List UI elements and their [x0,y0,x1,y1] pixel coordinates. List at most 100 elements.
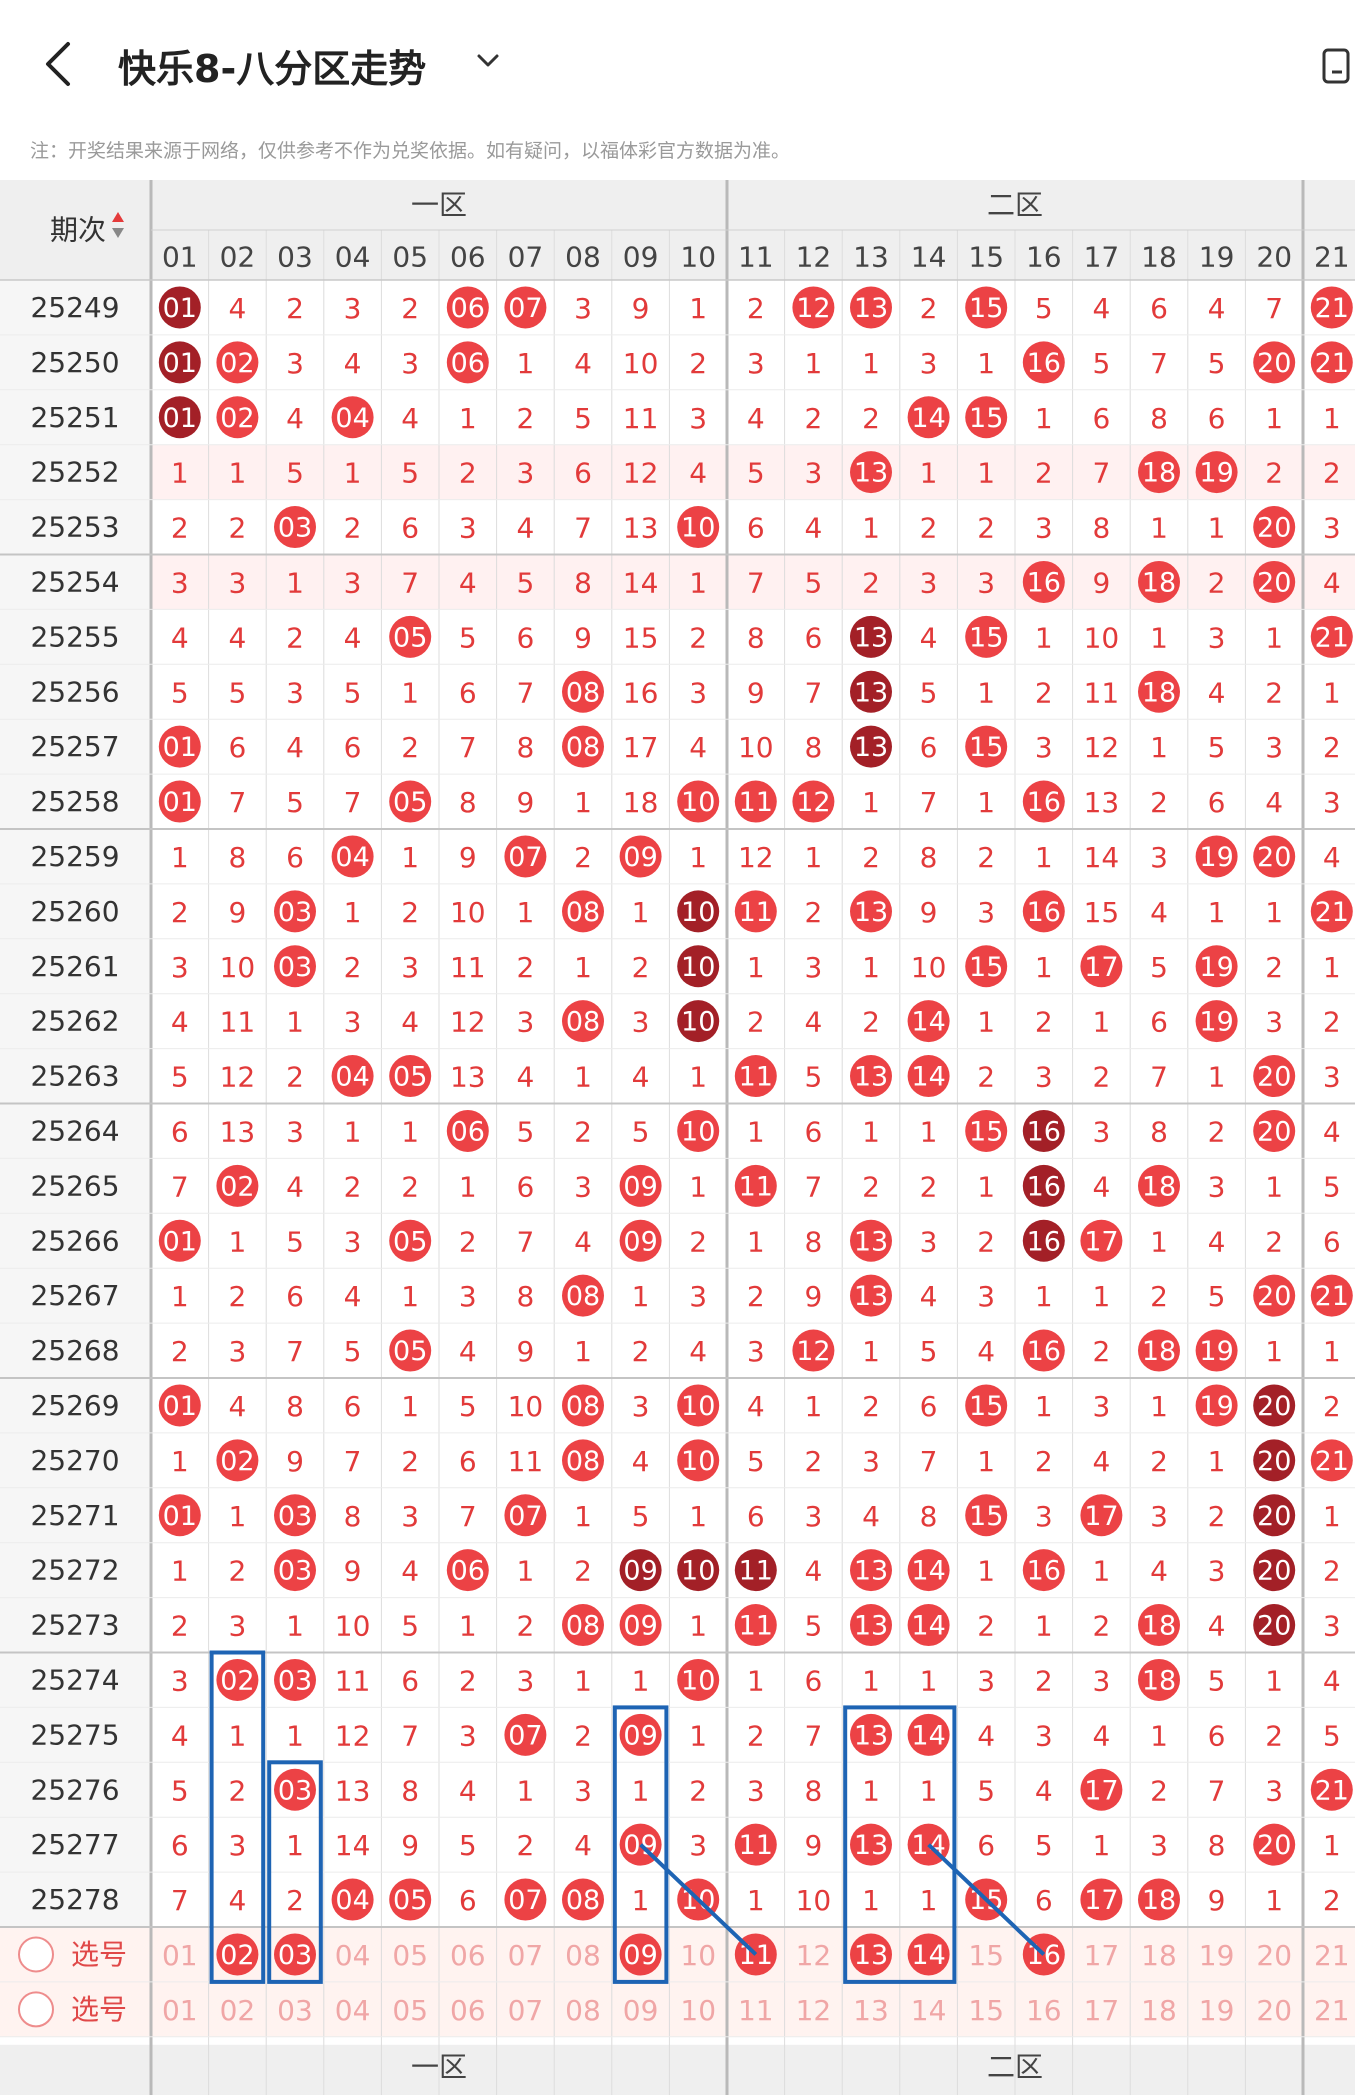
selected-ball[interactable] [850,1933,892,1976]
miss-count: 3 [228,1829,246,1862]
miss-count: 2 [171,512,189,545]
miss-count: 4 [344,621,362,654]
sort-icon[interactable] [112,212,124,238]
hit-number: 08 [566,1007,600,1038]
selected-number[interactable]: 03 [278,1940,312,1971]
miss-count: 9 [516,1335,534,1368]
hit-number: 16 [1027,567,1061,598]
miss-count: 3 [689,676,707,709]
miss-count: 3 [459,1280,477,1313]
miss-count: 1 [1150,1719,1168,1752]
miss-count: 9 [1208,1884,1226,1917]
issue-number: 25264 [30,1114,119,1147]
select-number[interactable]: 07 [508,1994,544,2027]
select-number[interactable]: 04 [335,1994,371,2027]
select-number[interactable]: 06 [450,1939,486,1972]
select-number[interactable]: 17 [1084,1994,1120,2027]
selected-ball[interactable] [274,1933,316,1976]
hit-number: 01 [163,1226,197,1257]
select-number[interactable]: 09 [623,1994,659,2027]
hit-ball [1253,560,1296,603]
select-number[interactable]: 08 [565,1939,601,1972]
issue-number: 25266 [30,1224,119,1257]
selected-number[interactable]: 09 [623,1940,657,1971]
select-number[interactable]: 08 [565,1994,601,2027]
selected-number[interactable]: 02 [220,1940,254,1971]
hit-ball [677,1439,720,1482]
select-number[interactable]: 03 [277,1994,313,2027]
select-number[interactable]: 16 [1026,1994,1062,2027]
chevron-down-icon[interactable] [474,46,502,74]
select-number[interactable]: 21 [1314,1994,1350,2027]
select-number[interactable]: 18 [1141,1994,1177,2027]
miss-count: 4 [516,1061,534,1094]
select-number[interactable]: 15 [968,1939,1004,1972]
select-number[interactable]: 06 [450,1994,486,2027]
miss-count: 3 [632,1390,650,1423]
select-number[interactable]: 10 [680,1994,716,2027]
select-number[interactable]: 13 [853,1994,889,2027]
miss-count: 4 [977,1335,995,1368]
hit-number: 14 [911,1007,945,1038]
select-number[interactable]: 07 [508,1939,544,1972]
miss-count: 4 [804,1555,822,1588]
select-number[interactable]: 05 [392,1939,428,1972]
miss-count: 1 [1092,1280,1110,1313]
column-header-11: 11 [738,241,774,274]
hit-number: 04 [335,1885,369,1916]
share-icon[interactable] [1320,42,1355,92]
select-label[interactable]: 选号 [71,1938,127,1971]
miss-count: 2 [1323,1884,1341,1917]
miss-count: 5 [171,1061,189,1094]
select-number[interactable]: 01 [162,1939,198,1972]
miss-count: 2 [1208,1115,1226,1148]
miss-count: 2 [1035,1664,1053,1697]
hit-number: 06 [451,1556,485,1587]
select-number[interactable]: 12 [796,1994,832,2027]
selected-number[interactable]: 13 [854,1940,888,1971]
select-number[interactable]: 17 [1084,1939,1120,1972]
select-number[interactable]: 18 [1141,1939,1177,1972]
miss-count: 1 [1035,1390,1053,1423]
miss-count: 7 [804,676,822,709]
select-number[interactable]: 19 [1199,1939,1235,1972]
miss-count: 3 [689,402,707,435]
hit-number: 05 [393,1336,427,1367]
hit-number: 04 [335,403,369,434]
selected-ball[interactable] [216,1933,259,1976]
select-radio[interactable] [18,1991,54,2028]
select-label[interactable]: 选号 [71,1993,127,2026]
select-number[interactable]: 20 [1256,1994,1292,2027]
selected-ball[interactable] [907,1933,950,1976]
miss-count: 1 [171,1280,189,1313]
selected-number[interactable]: 14 [911,1940,945,1971]
issue-number: 25265 [30,1169,119,1202]
select-number[interactable]: 01 [162,1994,198,2027]
select-number[interactable]: 02 [220,1994,256,2027]
select-number[interactable]: 14 [911,1994,947,2027]
select-number[interactable]: 10 [680,1939,716,1972]
select-number[interactable]: 21 [1314,1939,1350,1972]
hit-number: 04 [335,842,369,873]
page-title[interactable]: 快乐8-八分区走势 [118,47,427,91]
select-number[interactable]: 04 [335,1939,371,1972]
selected-ball[interactable] [619,1933,662,1976]
select-number[interactable]: 11 [738,1994,774,2027]
chevron-left-icon[interactable] [38,38,82,90]
select-number[interactable]: 15 [968,1994,1004,2027]
miss-count: 6 [401,1664,419,1697]
select-radio[interactable] [18,1936,54,1973]
miss-count: 1 [1092,1006,1110,1039]
issue-header[interactable]: 期次 [50,214,106,247]
hit-ball [158,1494,201,1537]
select-number[interactable]: 20 [1256,1939,1292,1972]
miss-count: 3 [1092,1664,1110,1697]
miss-count: 2 [459,1225,477,1258]
select-number[interactable]: 12 [796,1939,832,1972]
issue-number: 25256 [30,675,119,708]
select-number[interactable]: 05 [392,1994,428,2027]
hit-ball [562,1384,604,1427]
select-number[interactable]: 19 [1199,1994,1235,2027]
miss-count: 4 [689,731,707,764]
miss-count: 13 [450,1061,486,1094]
